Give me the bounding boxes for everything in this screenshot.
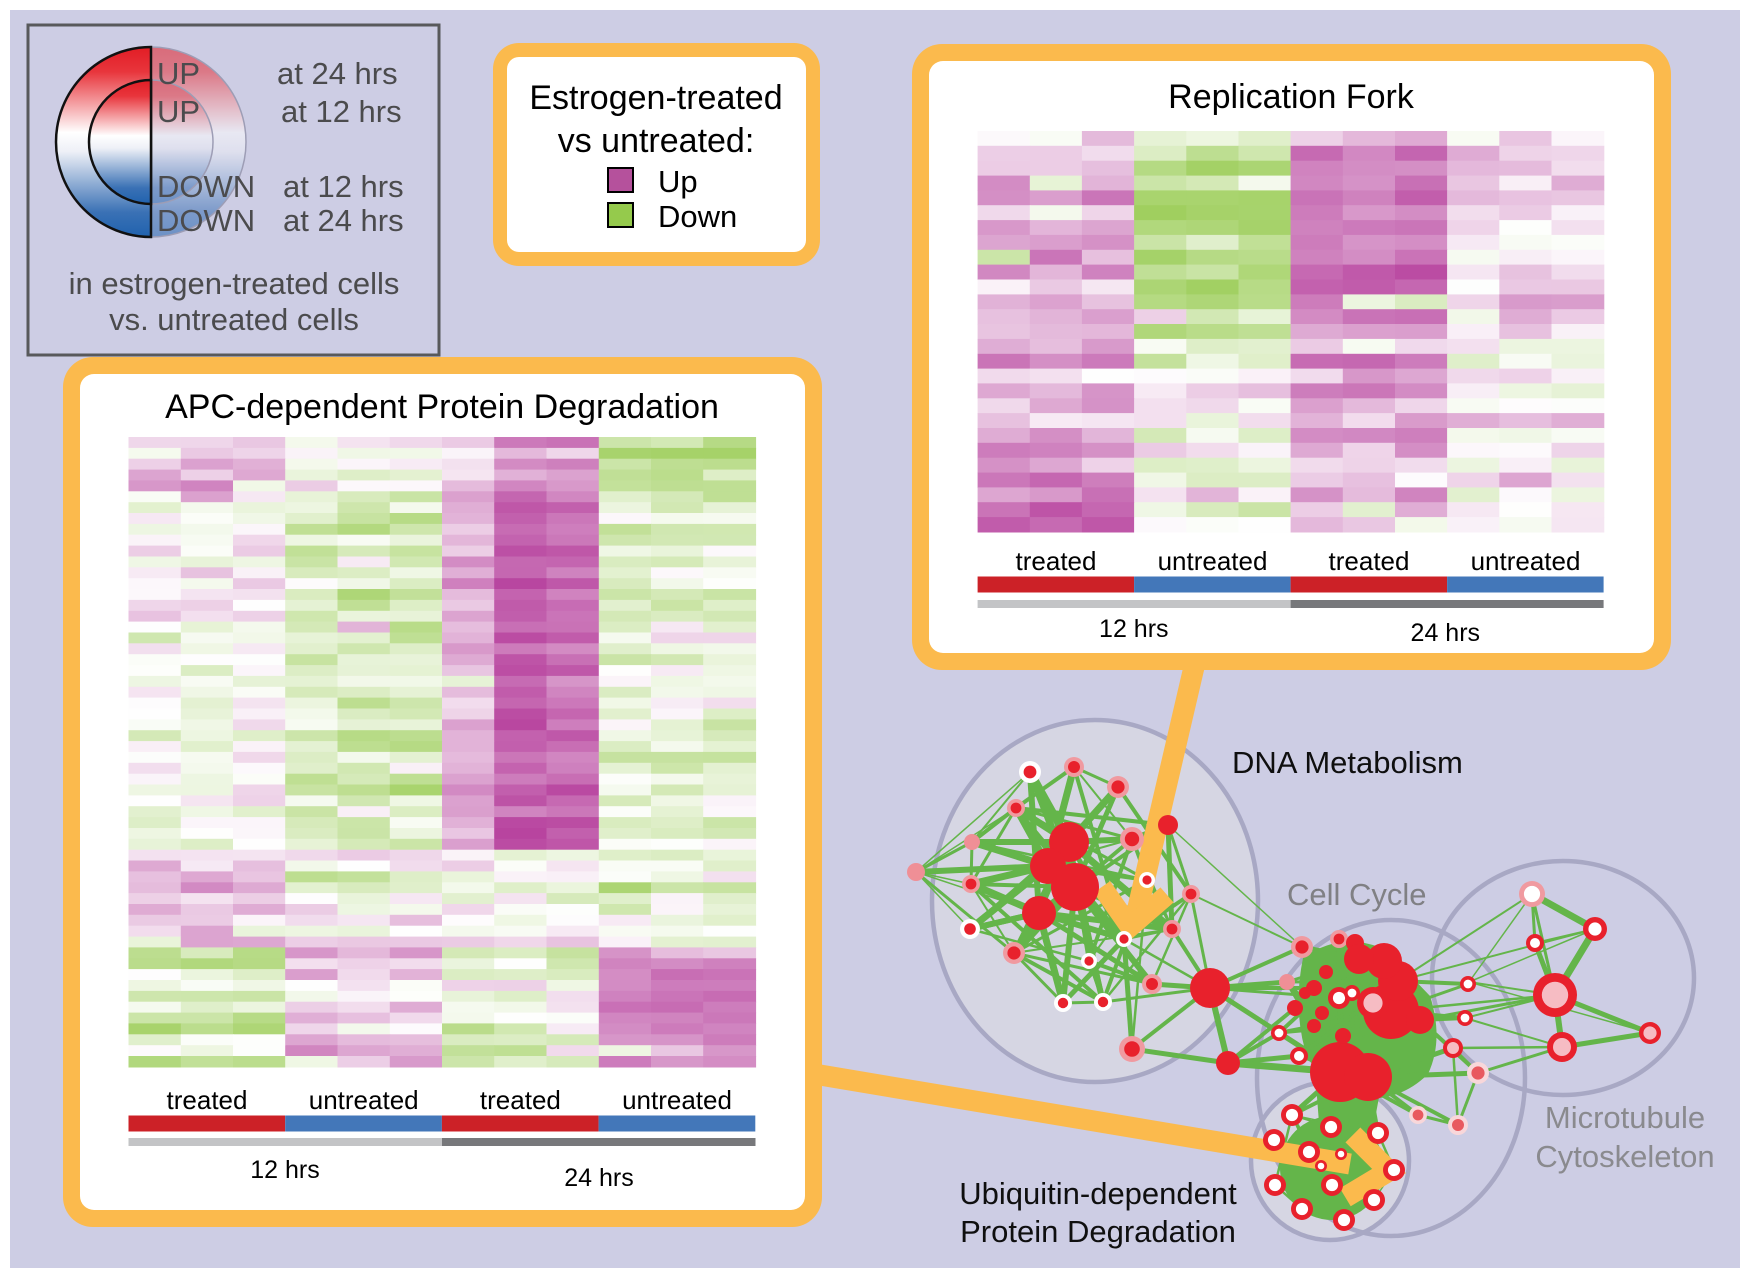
svg-text:12 hrs: 12 hrs [1099, 615, 1168, 643]
svg-text:treated: treated [167, 1085, 248, 1115]
svg-text:Microtubule: Microtubule [1545, 1100, 1705, 1135]
svg-text:vs untreated:: vs untreated: [558, 122, 755, 160]
svg-text:UP: UP [157, 94, 200, 129]
svg-text:Estrogen-treated: Estrogen-treated [529, 79, 782, 117]
svg-text:untreated: untreated [1158, 546, 1268, 576]
svg-text:Down: Down [658, 199, 737, 234]
svg-text:untreated: untreated [622, 1085, 732, 1115]
svg-text:Cytoskeleton: Cytoskeleton [1535, 1139, 1714, 1174]
svg-text:Replication Fork: Replication Fork [1168, 78, 1415, 116]
svg-text:DOWN: DOWN [157, 203, 255, 238]
svg-text:untreated: untreated [1471, 546, 1581, 576]
svg-text:Protein Degradation: Protein Degradation [960, 1214, 1236, 1249]
svg-text:treated: treated [1016, 546, 1097, 576]
svg-text:at 12 hrs: at 12 hrs [283, 169, 404, 204]
svg-text:in estrogen-treated cells: in estrogen-treated cells [69, 266, 400, 301]
svg-text:Up: Up [658, 164, 698, 199]
svg-text:at 24 hrs: at 24 hrs [283, 203, 404, 238]
svg-text:treated: treated [1329, 546, 1410, 576]
svg-text:24 hrs: 24 hrs [564, 1164, 633, 1192]
svg-text:UP: UP [157, 56, 200, 91]
svg-text:Cell Cycle: Cell Cycle [1287, 877, 1427, 912]
svg-text:vs. untreated cells: vs. untreated cells [109, 302, 359, 337]
svg-text:at 24 hrs: at 24 hrs [277, 56, 398, 91]
svg-text:DNA Metabolism: DNA Metabolism [1232, 745, 1463, 780]
svg-text:at 12 hrs: at 12 hrs [281, 94, 402, 129]
svg-text:24 hrs: 24 hrs [1411, 619, 1480, 647]
svg-text:APC-dependent Protein Degradat: APC-dependent Protein Degradation [165, 388, 719, 426]
svg-text:DOWN: DOWN [157, 169, 255, 204]
svg-text:treated: treated [480, 1085, 561, 1115]
svg-text:12 hrs: 12 hrs [250, 1156, 319, 1184]
svg-text:untreated: untreated [309, 1085, 419, 1115]
svg-text:Ubiquitin-dependent: Ubiquitin-dependent [959, 1176, 1237, 1211]
